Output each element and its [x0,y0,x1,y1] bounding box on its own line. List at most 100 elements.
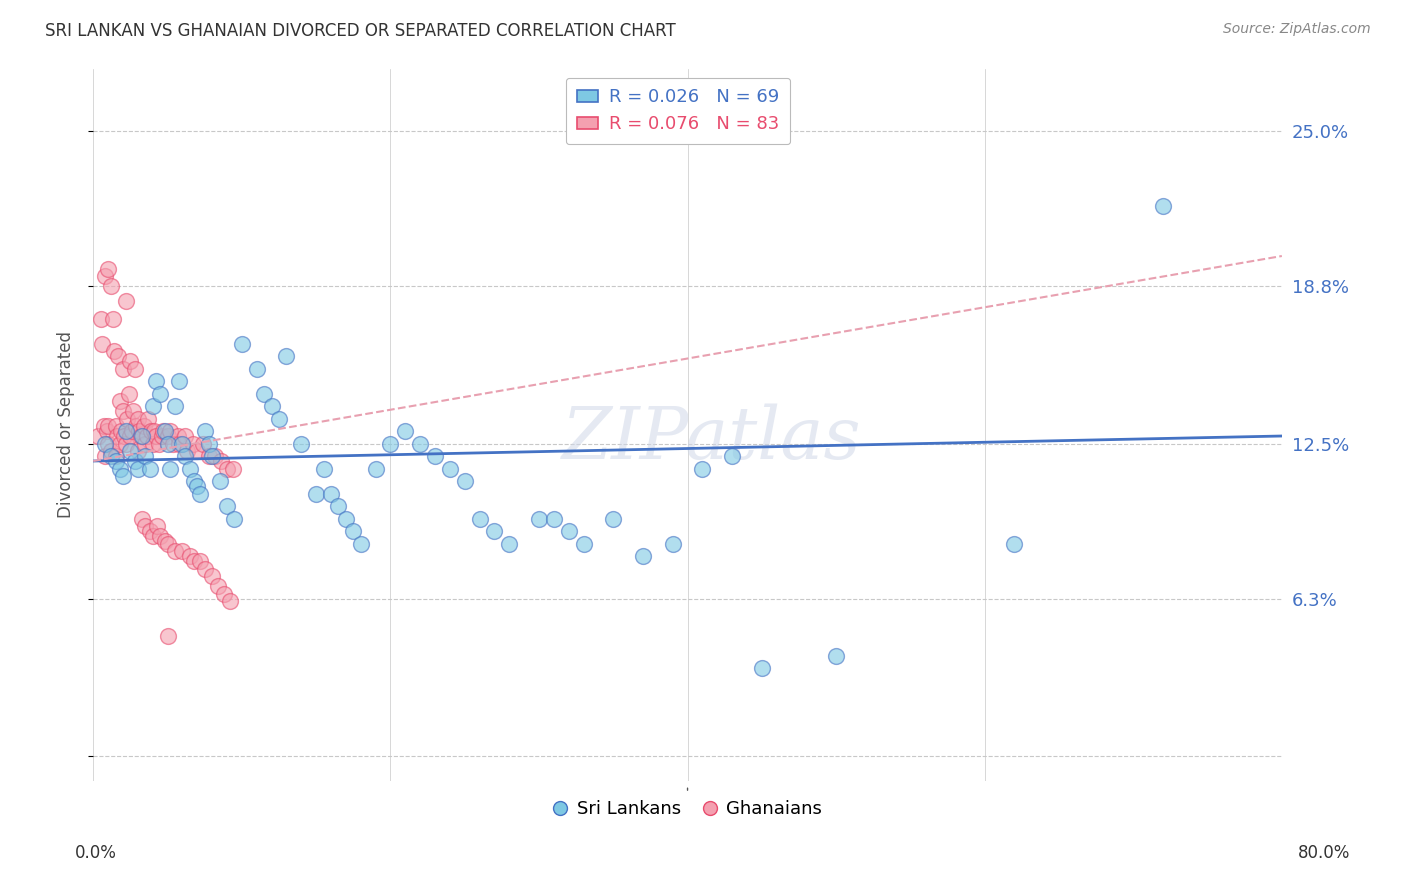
Ghanaians [96,424,118,438]
Sri Lankans [335,511,357,525]
Sri Lankans [484,524,506,538]
Ghanaians [141,424,163,438]
Ghanaians [146,519,169,533]
Ghanaians [86,429,108,443]
Sri Lankans [201,449,224,463]
Sri Lankans [194,424,217,438]
Sri Lankans [543,511,565,525]
Sri Lankans [142,399,165,413]
Ghanaians [174,429,197,443]
Ghanaians [90,311,112,326]
Sri Lankans [557,524,579,538]
Ghanaians [93,419,115,434]
Sri Lankans [661,536,683,550]
Text: SRI LANKAN VS GHANAIAN DIVORCED OR SEPARATED CORRELATION CHART: SRI LANKAN VS GHANAIAN DIVORCED OR SEPAR… [45,22,676,40]
Ghanaians [125,419,148,434]
Ghanaians [117,411,139,425]
Ghanaians [145,429,167,443]
Ghanaians [156,629,179,643]
Sri Lankans [380,436,402,450]
Ghanaians [94,449,117,463]
Sri Lankans [163,399,186,413]
Sri Lankans [468,511,491,525]
Ghanaians [135,429,157,443]
Ghanaians [207,579,229,593]
Ghanaians [108,394,131,409]
Sri Lankans [1002,536,1025,550]
Ghanaians [127,444,149,458]
Sri Lankans [305,486,328,500]
Ghanaians [188,554,211,568]
Sri Lankans [138,461,160,475]
Sri Lankans [267,411,290,425]
Sri Lankans [108,461,131,475]
Ghanaians [149,529,172,543]
Sri Lankans [145,374,167,388]
Ghanaians [169,436,191,450]
Ghanaians [134,519,156,533]
Ghanaians [159,424,181,438]
Ghanaians [201,569,224,583]
Sri Lankans [276,349,298,363]
Ghanaians [142,529,165,543]
Sri Lankans [115,424,138,438]
Ghanaians [150,429,173,443]
Ghanaians [186,444,208,458]
Sri Lankans [188,486,211,500]
Sri Lankans [498,536,520,550]
Ghanaians [118,386,141,401]
Sri Lankans [94,436,117,450]
Text: 80.0%: 80.0% [1298,844,1351,862]
Sri Lankans [319,486,342,500]
Sri Lankans [169,374,191,388]
Sri Lankans [364,461,387,475]
Ghanaians [94,268,117,283]
Sri Lankans [198,436,221,450]
Text: ZIPatlas: ZIPatlas [561,404,860,475]
Sri Lankans [439,461,461,475]
Ghanaians [104,449,127,463]
Ghanaians [172,544,194,558]
Ghanaians [97,436,120,450]
Legend: Sri Lankans, Ghanaians: Sri Lankans, Ghanaians [546,793,830,825]
Ghanaians [122,404,145,418]
Ghanaians [134,436,156,450]
Sri Lankans [825,648,848,663]
Ghanaians [136,411,159,425]
Ghanaians [152,424,174,438]
Sri Lankans [409,436,432,450]
Sri Lankans [134,449,156,463]
Ghanaians [153,534,176,549]
Sri Lankans [692,461,714,475]
Ghanaians [120,354,142,368]
Ghanaians [111,361,134,376]
Ghanaians [183,554,205,568]
Ghanaians [110,424,132,438]
Sri Lankans [120,444,142,458]
Ghanaians [179,549,201,563]
Y-axis label: Divorced or Separated: Divorced or Separated [58,331,75,518]
Sri Lankans [179,461,201,475]
Ghanaians [100,279,122,293]
Ghanaians [101,311,124,326]
Sri Lankans [721,449,744,463]
Sri Lankans [602,511,624,525]
Ghanaians [105,429,128,443]
Ghanaians [114,429,136,443]
Ghanaians [115,436,138,450]
Sri Lankans [342,524,364,538]
Ghanaians [212,586,235,600]
Ghanaians [193,436,215,450]
Sri Lankans [312,461,335,475]
Sri Lankans [224,511,246,525]
Ghanaians [162,436,184,450]
Sri Lankans [208,474,231,488]
Ghanaians [194,561,217,575]
Sri Lankans [131,429,153,443]
Ghanaians [167,429,190,443]
Sri Lankans [174,449,197,463]
Text: 0.0%: 0.0% [75,844,117,862]
Sri Lankans [186,479,208,493]
Ghanaians [138,524,160,538]
Ghanaians [176,444,198,458]
